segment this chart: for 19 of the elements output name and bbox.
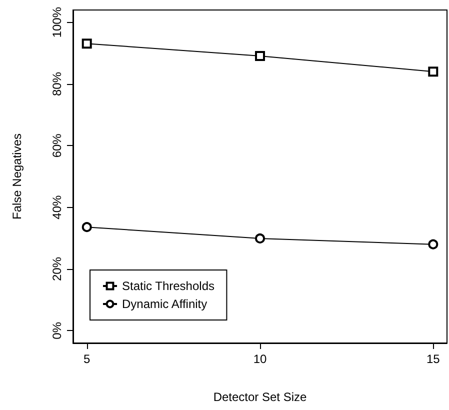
x-tick-label: 15 — [426, 352, 440, 366]
y-tick-label: 60% — [50, 133, 64, 158]
x-tick-label: 10 — [253, 352, 267, 366]
point — [255, 233, 265, 244]
point — [82, 38, 92, 49]
legend-label: Static Thresholds — [122, 279, 214, 293]
y-tick-label: 80% — [50, 72, 64, 96]
legend-label: Dynamic Affinity — [122, 297, 208, 311]
point — [428, 239, 438, 250]
x-tick-label: 5 — [84, 352, 91, 366]
point — [428, 66, 438, 77]
y-tick-label: 20% — [50, 256, 64, 282]
point — [255, 50, 265, 61]
y-tick-label: 100% — [50, 6, 64, 38]
y-axis-title: False Negatives — [10, 133, 24, 220]
x-axis-title: Detector Set Size — [213, 390, 308, 404]
y-tick-label: 40% — [50, 195, 64, 220]
point — [82, 222, 92, 232]
y-tick-label: 0% — [50, 322, 64, 340]
